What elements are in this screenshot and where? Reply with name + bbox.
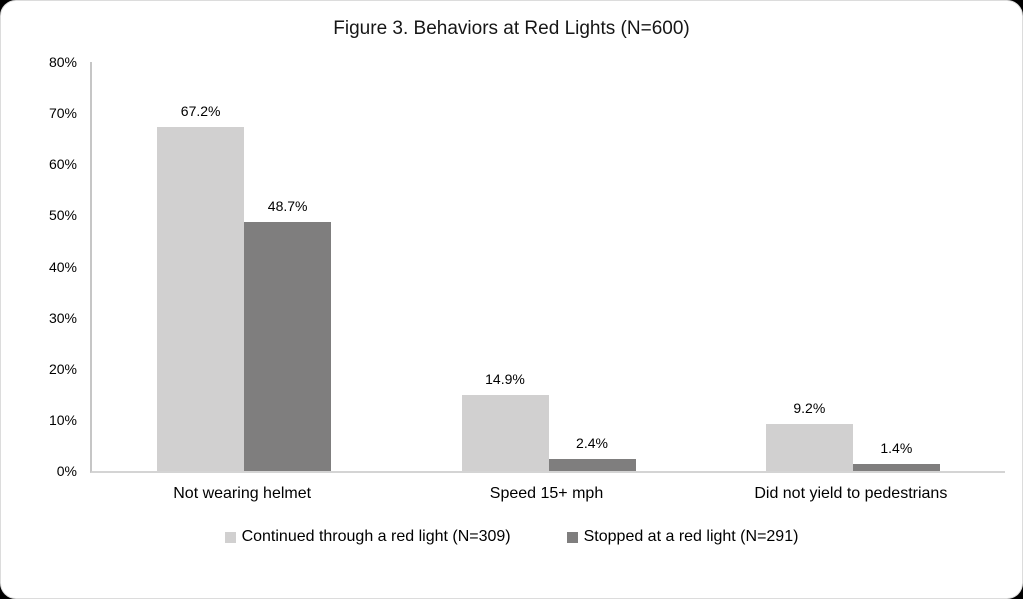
y-tick-label: 70%: [48, 105, 77, 122]
x-axis-category-labels: Not wearing helmet Speed 15+ mph Did not y…: [90, 485, 1003, 507]
y-axis-tick-labels: 0% 10% 20% 30% 40% 50% 60% 70% 80%: [1, 55, 77, 478]
y-tick-label: 80%: [48, 54, 77, 70]
legend-item: Stopped at a red light (N=291): [566, 528, 799, 546]
category-label: Speed 15+ mph: [489, 485, 604, 502]
bar-series-1: [765, 423, 853, 471]
legend-label: Continued through a red light (N=309): [241, 528, 511, 545]
category-label: Not wearing helmet: [173, 485, 312, 502]
legend-item: Continued through a red light (N=309): [224, 528, 511, 546]
bar-series-1: [461, 394, 549, 471]
y-tick-label: 50%: [48, 207, 77, 224]
bar-series-2: [852, 463, 940, 471]
bar-series-1: [157, 127, 245, 471]
y-tick-label: 0%: [56, 463, 77, 479]
y-tick-label: 20%: [48, 360, 77, 377]
legend-label: Stopped at a red light (N=291): [583, 528, 799, 545]
legend-swatch-icon: [224, 531, 236, 543]
bar-value-label: 67.2%: [180, 103, 221, 120]
y-tick-label: 10%: [48, 411, 77, 428]
bar-value-label: 9.2%: [793, 399, 826, 416]
legend-swatch-icon: [566, 531, 578, 543]
chart-title: Figure 3. Behaviors at Red Lights (N=600…: [333, 18, 690, 39]
bar-value-label: 1.4%: [880, 439, 913, 456]
bar-series-2: [244, 222, 332, 471]
plot-area: 67.2% 48.7% 14.9% 2.4% 9.2% 1.4%: [90, 62, 1005, 473]
category-label: Did not yield to pedestrians: [754, 485, 948, 502]
y-tick-label: 40%: [48, 258, 77, 275]
legend: Continued through a red light (N=309) Sto…: [1, 528, 1022, 546]
bar-value-label: 14.9%: [485, 370, 525, 387]
y-tick-label: 60%: [48, 156, 77, 173]
bar-value-label: 2.4%: [576, 434, 608, 451]
bar-series-2: [548, 458, 636, 471]
bar-value-label: 48.7%: [267, 198, 308, 215]
y-tick-label: 30%: [48, 309, 77, 326]
